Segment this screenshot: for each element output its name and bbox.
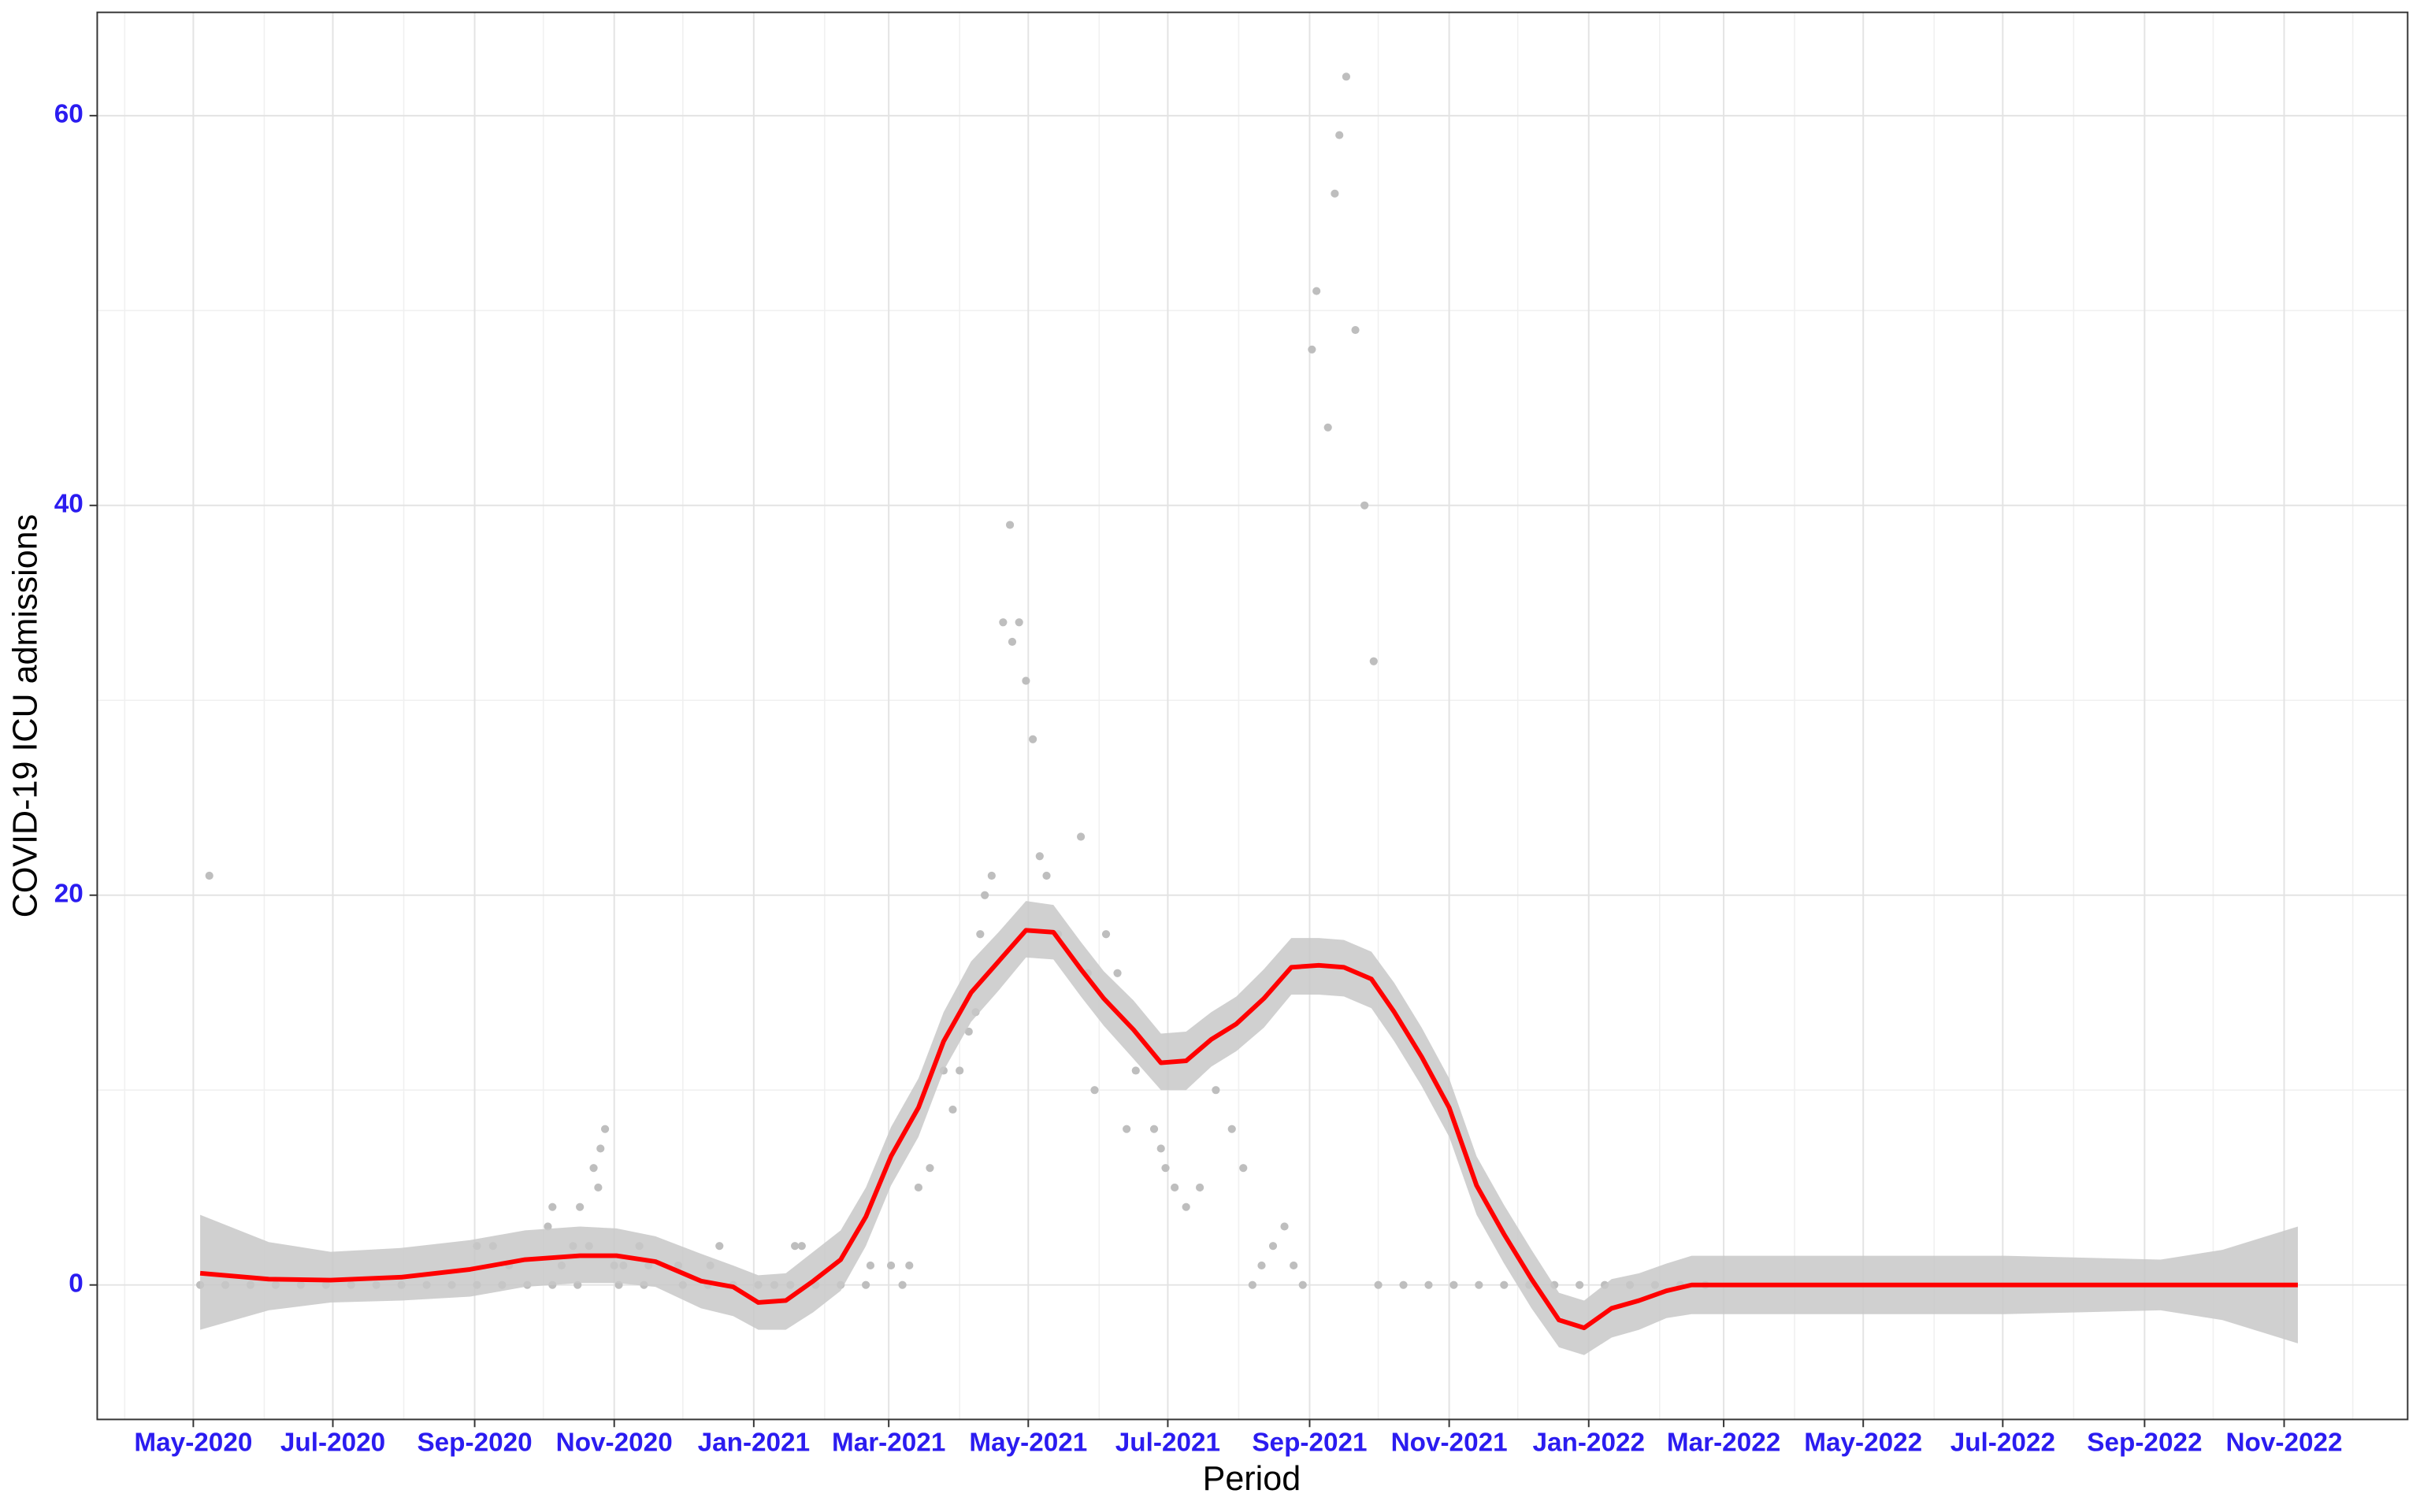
x-tick-label: Jan-2022	[1532, 1429, 1645, 1458]
point	[1298, 1280, 1307, 1289]
x-tick-label: Mar-2022	[1667, 1429, 1780, 1458]
point	[1171, 1183, 1179, 1192]
point	[948, 1105, 957, 1114]
point	[594, 1183, 603, 1192]
x-tick-label: Jul-2020	[280, 1429, 385, 1458]
point	[981, 891, 989, 899]
point	[1290, 1261, 1298, 1270]
point	[1268, 1242, 1278, 1251]
grid	[97, 12, 2408, 1420]
point	[715, 1242, 724, 1251]
x-tick-label: Sep-2021	[1252, 1429, 1367, 1458]
point	[1131, 1066, 1140, 1075]
point	[1369, 657, 1378, 665]
point	[1195, 1183, 1204, 1192]
point	[1090, 1086, 1099, 1095]
point	[1351, 325, 1360, 335]
point	[1076, 832, 1086, 841]
point	[1029, 735, 1037, 743]
point	[1101, 930, 1111, 939]
x-tick-label: Sep-2022	[2087, 1429, 2202, 1458]
point	[1156, 1144, 1165, 1153]
point	[1449, 1280, 1458, 1289]
y-tick-label: 60	[54, 100, 84, 129]
point	[1360, 501, 1369, 510]
y-tick-label: 20	[54, 880, 84, 909]
panel-border	[96, 11, 2409, 1421]
point	[1399, 1280, 1408, 1289]
point	[1008, 637, 1017, 647]
x-tick-label: Mar-2021	[832, 1429, 945, 1458]
point	[797, 1242, 806, 1251]
x-tick-label: May-2022	[1804, 1429, 1922, 1458]
x-tick-label: Nov-2022	[2225, 1429, 2342, 1458]
smooth-line	[199, 928, 2298, 1331]
point	[1161, 1164, 1170, 1173]
point	[1576, 1280, 1584, 1289]
x-tick-label: May-2021	[969, 1429, 1087, 1458]
x-tick-label: May-2020	[134, 1429, 252, 1458]
x-tick-label: Jan-2021	[698, 1429, 811, 1458]
x-tick-label: Nov-2020	[556, 1429, 673, 1458]
point	[600, 1125, 610, 1133]
point	[544, 1222, 552, 1231]
point	[1331, 189, 1339, 198]
point	[1257, 1261, 1266, 1270]
point	[1280, 1222, 1289, 1231]
point	[596, 1144, 605, 1153]
point	[1424, 1280, 1433, 1289]
axes: May-2020 Jul-2020 Sep-2020 Nov-2020 Jan-2021…	[54, 100, 2343, 1458]
point	[1248, 1280, 1256, 1289]
y-tick-label: 40	[54, 490, 84, 519]
point	[914, 1183, 923, 1192]
point	[1123, 1125, 1131, 1133]
point	[205, 871, 213, 880]
point	[1335, 131, 1344, 139]
x-tick-label: Nov-2021	[1391, 1429, 1508, 1458]
point	[1212, 1086, 1220, 1095]
point	[964, 1027, 973, 1036]
point	[862, 1280, 870, 1289]
point	[886, 1261, 896, 1270]
point	[1005, 521, 1015, 529]
point	[1374, 1280, 1383, 1289]
x-tick-label: Jul-2022	[1950, 1429, 2055, 1458]
point	[1308, 345, 1316, 354]
x-tick-label: Sep-2020	[417, 1429, 532, 1458]
point	[589, 1164, 598, 1173]
point	[1022, 676, 1030, 685]
marks	[196, 72, 2298, 1355]
point	[976, 930, 985, 939]
point	[1227, 1125, 1236, 1133]
point	[1042, 871, 1051, 880]
point	[576, 1203, 585, 1211]
point	[1312, 287, 1321, 295]
confidence-band	[200, 901, 2298, 1355]
point	[791, 1242, 800, 1251]
point	[1500, 1280, 1509, 1289]
point	[1035, 852, 1044, 861]
point	[987, 871, 996, 880]
point	[898, 1280, 907, 1289]
point	[1182, 1203, 1190, 1211]
point	[1149, 1125, 1159, 1133]
point	[1475, 1280, 1483, 1289]
y-axis-title: COVID-19 ICU admissions	[7, 514, 45, 917]
x-axis-title: Period	[1203, 1460, 1301, 1498]
point	[866, 1261, 875, 1270]
point	[999, 618, 1008, 627]
point	[1015, 618, 1023, 627]
point	[1239, 1164, 1248, 1173]
point	[956, 1066, 964, 1075]
x-tick-label: Jul-2021	[1115, 1429, 1220, 1458]
point	[926, 1164, 934, 1173]
y-tick-label: 0	[69, 1269, 84, 1298]
point	[905, 1261, 914, 1270]
point	[548, 1203, 557, 1211]
point	[1113, 969, 1122, 977]
point	[1323, 423, 1332, 432]
point	[1342, 72, 1351, 81]
